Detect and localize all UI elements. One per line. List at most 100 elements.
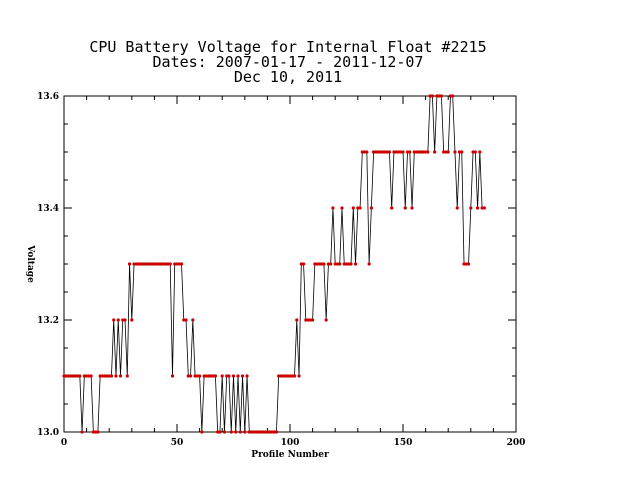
data-point (466, 262, 471, 266)
data-point (222, 430, 227, 434)
data-point (360, 150, 364, 154)
data-point (272, 430, 276, 434)
data-point (136, 262, 141, 266)
data-point (442, 150, 446, 154)
data-point (369, 206, 373, 210)
data-point (313, 262, 317, 266)
data-point (426, 150, 430, 154)
data-point (396, 150, 401, 154)
data-point (482, 206, 486, 210)
data-point (451, 94, 455, 98)
data-point (146, 262, 150, 266)
data-point (123, 318, 127, 322)
data-point (333, 262, 337, 266)
chart-title-line-2: Dates: 2007-01-17 - 2011-12-07 (153, 53, 424, 71)
data-point (297, 374, 301, 378)
data-point (419, 150, 423, 154)
data-point (331, 206, 335, 210)
data-point (218, 430, 222, 434)
data-point (410, 206, 414, 210)
data-point (304, 318, 308, 322)
series-line (64, 95, 485, 433)
data-point (437, 94, 441, 98)
data-point (329, 262, 333, 266)
data-point (216, 430, 220, 434)
data-point (308, 318, 312, 322)
data-point (462, 262, 466, 266)
data-point (367, 262, 371, 266)
data-point (164, 262, 168, 266)
data-point (249, 430, 254, 434)
data-point (378, 150, 382, 154)
data-point (213, 374, 218, 378)
data-point (340, 206, 344, 210)
data-point (80, 430, 84, 434)
data-point (64, 374, 68, 378)
data-point (91, 430, 95, 434)
data-point (247, 430, 251, 434)
data-point (186, 374, 190, 378)
data-point (155, 262, 159, 266)
data-point (315, 262, 319, 266)
data-point (274, 430, 279, 434)
data-point (347, 262, 351, 266)
data-point (166, 262, 170, 266)
data-point (191, 318, 195, 322)
data-point (428, 94, 432, 98)
data-point (399, 150, 403, 154)
data-point (457, 150, 462, 154)
data-point (139, 262, 143, 266)
data-point (460, 150, 464, 154)
x-tick-label-100: 100 (281, 438, 300, 448)
data-point (475, 206, 480, 210)
data-point (231, 374, 236, 378)
data-point (103, 374, 107, 378)
y-axis-label: Voltage (25, 244, 35, 283)
data-point (288, 374, 292, 378)
data-point (277, 374, 281, 378)
data-point (161, 262, 166, 266)
data-point (157, 262, 161, 266)
data-point (207, 374, 211, 378)
data-point (227, 374, 231, 378)
data-point (322, 262, 326, 266)
data-point (182, 318, 186, 322)
x-axis-label: Profile Number (251, 450, 329, 460)
data-point (85, 374, 89, 378)
data-point (311, 318, 315, 322)
data-point (326, 262, 331, 266)
data-point (356, 206, 360, 210)
data-point (417, 150, 421, 154)
data-point (265, 430, 269, 434)
data-point (286, 374, 290, 378)
data-point (342, 262, 346, 266)
data-point (444, 150, 448, 154)
data-point (317, 262, 321, 266)
data-point (116, 318, 120, 322)
data-point (320, 262, 324, 266)
data-point (229, 430, 233, 434)
data-point (73, 374, 77, 378)
data-point (127, 262, 132, 266)
data-point (78, 374, 82, 378)
data-point (335, 262, 340, 266)
data-point (209, 374, 213, 378)
series-group (62, 94, 486, 434)
data-point (435, 94, 439, 98)
data-point (125, 374, 129, 378)
data-point (134, 262, 138, 266)
data-point (143, 262, 147, 266)
data-point (353, 262, 358, 266)
data-point (195, 374, 199, 378)
data-point (381, 150, 385, 154)
data-point (114, 374, 118, 378)
data-point (225, 374, 229, 378)
data-point (62, 374, 66, 378)
data-point (118, 374, 123, 378)
y-tick-label-13-2: 13.2 (37, 316, 59, 326)
data-point (184, 318, 188, 322)
data-point (394, 150, 398, 154)
data-point (281, 374, 285, 378)
data-point (259, 430, 263, 434)
data-point (473, 150, 477, 154)
